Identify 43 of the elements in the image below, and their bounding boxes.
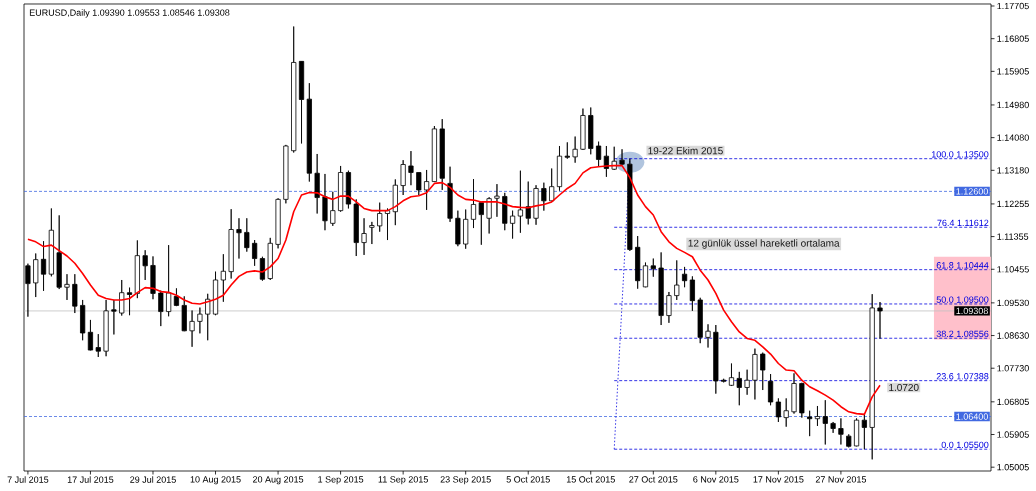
series-label: 50.0 1.09500 [936, 296, 989, 303]
y-tick-label: 1.15905 [997, 68, 1029, 75]
y-tick-label: 1.14980 [997, 101, 1029, 109]
series-label: 0.0 1.05500 [941, 441, 989, 449]
x-tick-label: 5 Oct 2015 [506, 476, 550, 483]
y-tick-label: 1.09530 [997, 299, 1029, 307]
text: EURUSD,Daily 1.09390 1.09553 1.08546 1.09308 [29, 9, 230, 18]
x-tick-label: 7 Jul 2015 [7, 476, 49, 483]
x-tick-label: 27 Oct 2015 [629, 476, 678, 483]
y-tick-label: 1.10455 [997, 266, 1029, 273]
y-tick-label: 1.08630 [997, 332, 1029, 339]
x-tick-label: 20 Aug 2015 [252, 476, 304, 485]
y-tick-label: 1.17705 [997, 2, 1029, 10]
y-tick-label: 1.14080 [997, 134, 1029, 141]
series-label: 61.8 1.10444 [936, 262, 989, 269]
annotation: 19-22 Ekim 2015 [648, 146, 723, 155]
y-tick-label: 1.13180 [997, 167, 1029, 174]
x-tick-label: 15 Oct 2015 [566, 476, 615, 483]
ref-line-label: 1.09308 [956, 307, 988, 315]
y-tick-label: 1.07730 [997, 365, 1029, 372]
x-tick-label: 17 Jul 2015 [67, 476, 114, 483]
y-tick-label: 1.16805 [997, 35, 1029, 42]
x-tick-label: 29 Jul 2015 [130, 476, 176, 483]
x-tick-label: 6 Nov 2015 [693, 476, 739, 483]
series-label: 12 günlük üssel hareketli ortalama [688, 239, 840, 249]
x-tick-label: 17 Nov 2015 [753, 476, 804, 483]
series-label: 76.4 1.11612 [937, 219, 989, 227]
y-tick-label: 1.06805 [997, 398, 1029, 406]
y-tick-label: 1.12255 [997, 200, 1029, 208]
annotation: 1.0720 [889, 383, 919, 392]
ref-line-label: 1.06400 [956, 413, 988, 420]
x-tick-label: 10 Aug 2015 [190, 476, 241, 485]
y-tick-label: 1.05905 [997, 431, 1029, 438]
y-tick-label: 1.11355 [997, 233, 1029, 240]
series-label: 23.6 1.07388 [936, 373, 989, 380]
x-tick-label: 1 Sep 2015 [318, 476, 364, 485]
ref-line-label: 1.12600 [956, 188, 988, 195]
y-tick-label: 1.05005 [997, 464, 1029, 471]
x-tick-label: 11 Sep 2015 [378, 476, 428, 485]
x-tick-label: 27 Nov 2015 [815, 476, 867, 483]
series-label: 100.0 1.13500 [931, 151, 989, 158]
series-label: 38.2 1.08556 [936, 330, 989, 338]
x-tick-label: 23 Sep 2015 [440, 476, 491, 485]
